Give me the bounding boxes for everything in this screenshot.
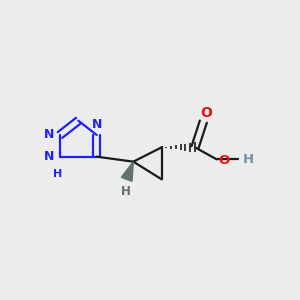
Text: N: N xyxy=(44,150,54,163)
Polygon shape xyxy=(122,162,133,181)
Text: H: H xyxy=(53,169,62,179)
Text: O: O xyxy=(218,154,229,166)
Text: N: N xyxy=(92,118,102,131)
Text: O: O xyxy=(200,106,212,120)
Text: N: N xyxy=(44,128,54,142)
Text: H: H xyxy=(121,185,131,198)
Text: H: H xyxy=(243,153,254,166)
